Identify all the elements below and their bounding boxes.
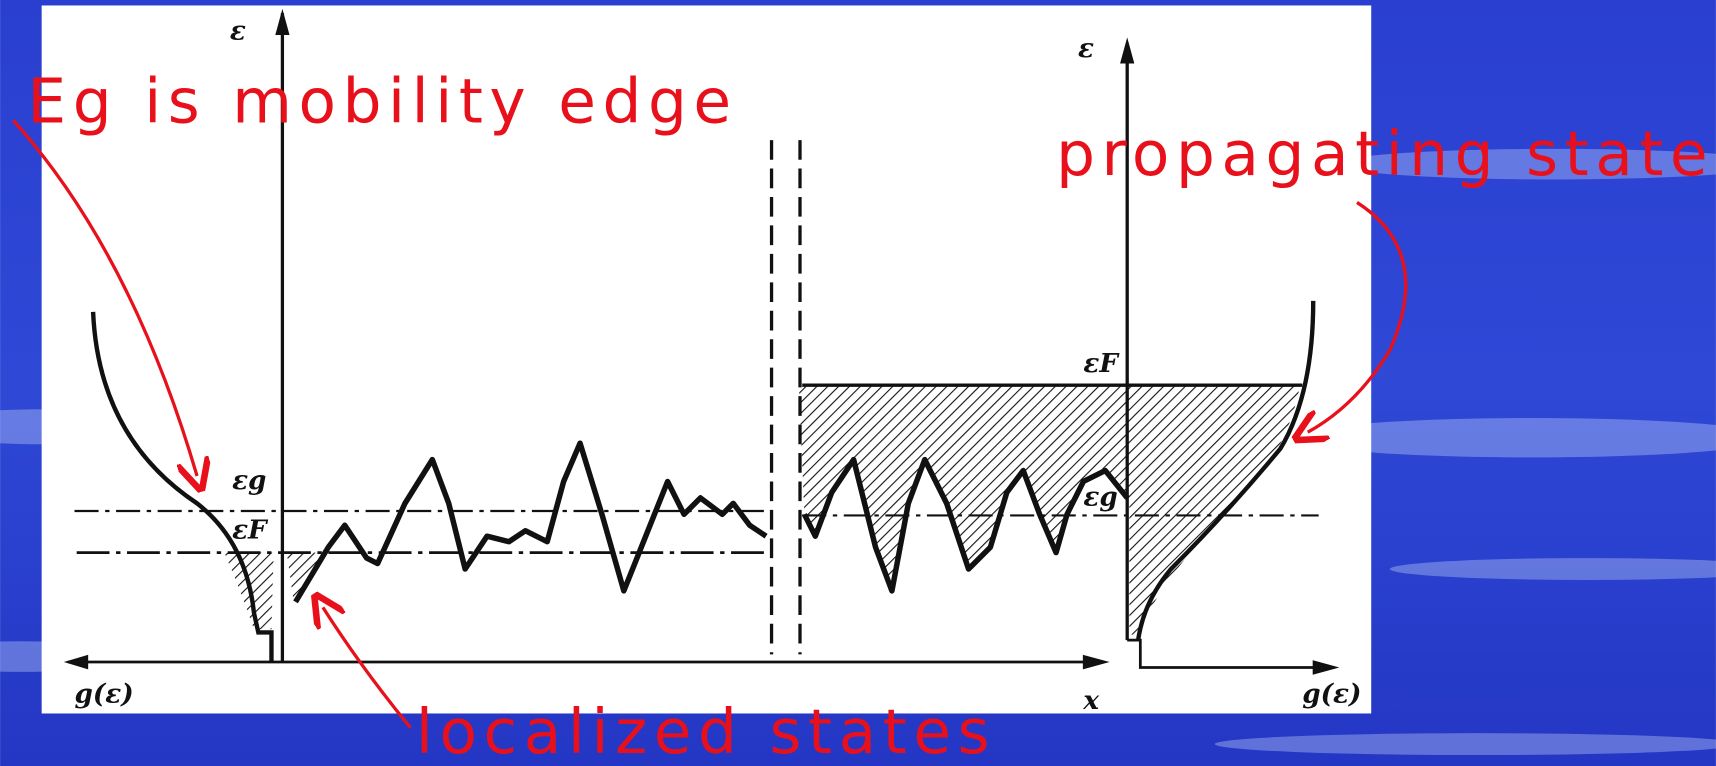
- dos-axis-label: g(ε): [74, 679, 133, 710]
- diagram: [63, 8, 1340, 675]
- energy-axis-label: ε: [230, 15, 246, 46]
- energy-axis-label: ε: [1078, 33, 1094, 64]
- level-label: εg: [232, 465, 266, 496]
- level-label: εF: [1083, 348, 1120, 379]
- annotation: localized states: [416, 697, 996, 766]
- level-label: εg: [1083, 482, 1117, 513]
- dos-axis-label: g(ε): [1302, 679, 1361, 710]
- annotation: propagating states: [1056, 119, 1716, 190]
- annotation-arrows: [11, 119, 1408, 729]
- annotation: Eg is mobility edge: [27, 67, 737, 138]
- level-label: εF: [232, 514, 269, 545]
- position-axis-label: x: [1082, 685, 1099, 716]
